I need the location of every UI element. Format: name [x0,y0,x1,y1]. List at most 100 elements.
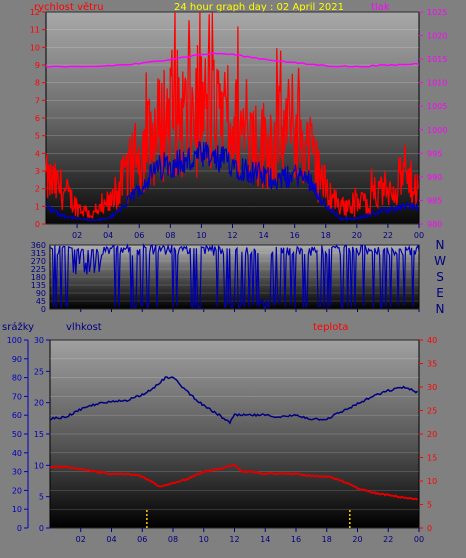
temperature-tick-label: 35 [427,360,437,369]
wind-time-tick-label: 00 [414,231,424,240]
direction-tick-label: 90 [36,289,46,298]
humidity-tick-label: 10 [34,461,44,470]
bottom-time-tick-label: 04 [106,535,116,544]
direction-tick-label: 180 [31,273,46,282]
pressure-tick-label: 985 [427,196,442,205]
wind-tick-label: 5 [35,132,40,141]
pressure-tick-label: 995 [427,149,442,158]
temperature-axis-label: teplota [313,322,348,333]
wind-speed-line [45,11,419,219]
wind-tick-label: 4 [35,149,40,158]
wind-time-tick-label: 20 [352,231,362,240]
pressure-tick-label: 990 [427,173,442,182]
wind-tick-label: 7 [35,96,40,105]
wind-average-line [45,141,419,223]
wind-pressure-panel [45,11,420,225]
wind-time-tick-label: 14 [258,231,268,240]
direction-tick-label: 270 [31,257,46,266]
compass-w-label: W [434,254,446,268]
bottom-time-tick-label: 14 [260,535,270,544]
pressure-axis-label: tlak [371,2,390,13]
humidity-tick-label: 25 [34,367,44,376]
wind-direction-line [49,243,420,310]
direction-tick-label: 360 [31,241,46,250]
rain-tick-label: 80 [12,374,22,383]
temperature-tick-label: 0 [427,524,432,533]
pressure-ticks: 980 985 990 995 1000 1005 1010 1015 1020 1025 [419,8,447,229]
humidity-ticks: 0 5 10 15 20 25 30 [34,336,50,533]
temperature-tick-label: 30 [427,383,437,392]
rain-tick-label: 90 [12,355,22,364]
wind-axis-label: rychlost větru [34,1,104,13]
pressure-tick-label: 1000 [427,126,447,135]
humidity-line [49,376,418,425]
wind-time-tick-label: 06 [134,231,144,240]
direction-tick-label: 45 [36,297,46,306]
pressure-tick-label: 1005 [427,102,447,111]
wind-time-tick-label: 18 [321,231,331,240]
rain-tick-label: 70 [12,392,22,401]
pressure-tick-label: 980 [427,220,442,229]
bottom-time-ticks: 02 04 06 08 10 12 14 16 18 20 22 00 [76,528,424,544]
bottom-time-tick-label: 20 [352,535,362,544]
rain-tick-label: 0 [17,524,22,533]
compass-e-label: E [436,286,444,300]
humidity-temperature-grid [50,339,419,529]
direction-tick-label: 315 [31,249,46,258]
compass-s-label: S [436,270,444,284]
rain-tick-label: 50 [12,430,22,439]
wind-tick-label: 1 [35,202,40,211]
rain-tick-label: 100 [7,336,22,345]
wind-pressure-series [45,11,420,223]
bottom-time-tick-label: 10 [199,535,209,544]
temperature-tick-label: 10 [427,477,437,486]
bottom-time-tick-label: 22 [383,535,393,544]
wind-time-tick-label: 08 [165,231,175,240]
bottom-time-tick-label: 12 [229,535,239,544]
humidity-tick-label: 20 [34,399,44,408]
humidity-temperature-panel [49,339,420,529]
humidity-temperature-series [49,376,419,528]
wind-tick-label: 6 [35,114,40,123]
compass-n2-label: N [436,302,445,316]
temperature-tick-label: 5 [427,501,432,510]
humidity-tick-label: 15 [34,430,44,439]
direction-time-ticks [80,309,420,312]
rain-tick-label: 60 [12,411,22,420]
pressure-tick-label: 1025 [427,8,447,17]
humidity-tick-label: 0 [39,524,44,533]
wind-time-tick-label: 16 [290,231,300,240]
direction-tick-label: 0 [41,305,46,314]
wind-time-ticks: 02 04 06 08 10 12 14 16 18 20 22 00 [72,224,424,240]
wind-tick-label: 10 [30,43,40,52]
wind-tick-label: 11 [30,26,40,35]
pressure-tick-label: 1015 [427,55,447,64]
humidity-axis-label: vlhkost [66,322,102,333]
rain-axis-label: srážky [2,321,34,333]
humidity-tick-label: 5 [39,493,44,502]
direction-tick-label: 135 [31,281,46,290]
wind-tick-label: 2 [35,185,40,194]
compass-labels: N W S E N [434,238,446,316]
rain-tick-label: 10 [12,505,22,514]
rain-ticks: 0 10 20 30 40 50 60 70 80 90 100 [7,336,29,533]
temperature-tick-label: 25 [427,407,437,416]
bottom-time-tick-label: 18 [322,535,332,544]
wind-time-tick-label: 02 [72,231,82,240]
temperature-tick-label: 15 [427,454,437,463]
bottom-time-tick-label: 16 [291,535,301,544]
wind-tick-label: 9 [35,61,40,70]
bottom-time-tick-label: 02 [76,535,86,544]
temperature-tick-label: 40 [427,336,437,345]
wind-time-tick-label: 10 [196,231,206,240]
wind-time-tick-label: 12 [227,231,237,240]
rain-tick-label: 30 [12,468,22,477]
compass-n-label: N [436,238,445,252]
pressure-tick-label: 1010 [427,79,447,88]
bottom-time-tick-label: 06 [137,535,147,544]
direction-series [49,243,420,310]
